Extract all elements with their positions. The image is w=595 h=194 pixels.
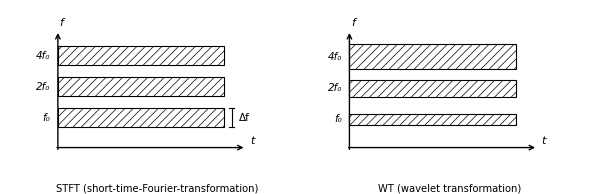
Text: f₀: f₀ — [334, 114, 342, 124]
Text: f: f — [351, 18, 355, 28]
Text: t: t — [541, 136, 546, 146]
Text: 4f₀: 4f₀ — [36, 50, 51, 61]
Text: f₀: f₀ — [43, 113, 51, 123]
Text: f: f — [60, 18, 64, 28]
Bar — [349, 44, 516, 69]
Text: STFT (short-time-Fourier-transformation): STFT (short-time-Fourier-transformation) — [57, 184, 259, 194]
Text: 4f₀: 4f₀ — [328, 52, 342, 62]
Text: 2f₀: 2f₀ — [36, 81, 51, 92]
Bar — [58, 77, 224, 96]
Bar — [349, 80, 516, 97]
Bar — [58, 108, 224, 127]
Text: Δf: Δf — [239, 113, 250, 123]
Bar — [58, 46, 224, 65]
Text: WT (wavelet transformation): WT (wavelet transformation) — [378, 184, 521, 194]
Text: t: t — [250, 136, 255, 146]
Text: 2f₀: 2f₀ — [328, 83, 342, 93]
Bar — [349, 114, 516, 125]
